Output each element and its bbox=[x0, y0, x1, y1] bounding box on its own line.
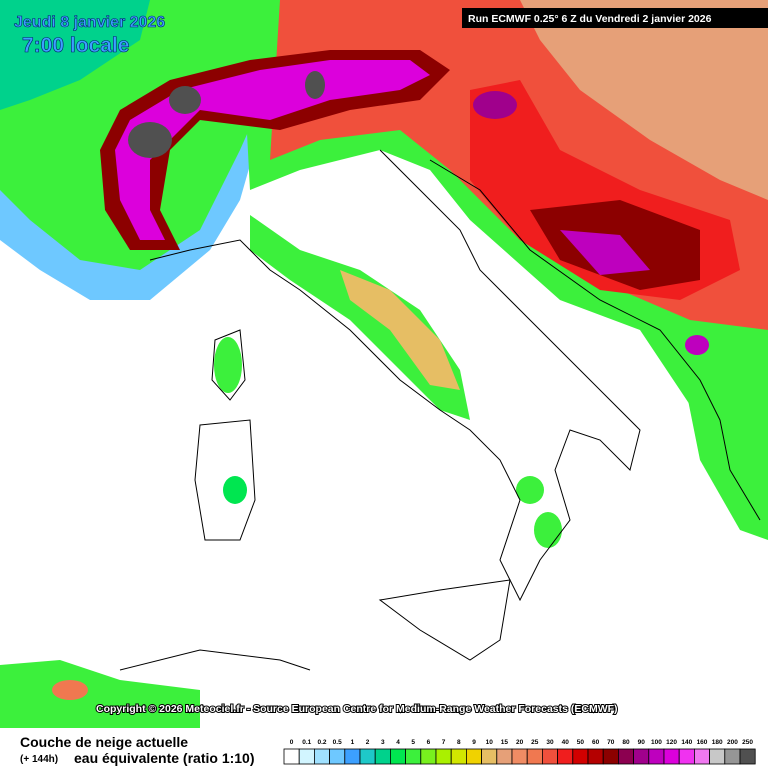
snow-area bbox=[169, 86, 201, 114]
snow-area bbox=[473, 91, 517, 119]
legend-level-label: 180 bbox=[712, 739, 723, 746]
legend-swatch bbox=[405, 748, 422, 765]
legend-swatch bbox=[587, 748, 604, 765]
snow-area bbox=[250, 215, 470, 420]
legend-level-label: 5 bbox=[411, 739, 415, 746]
legend-level-label: 0 bbox=[290, 739, 294, 746]
legend-level-label: 140 bbox=[681, 739, 692, 746]
legend-swatch bbox=[602, 748, 619, 765]
legend-swatch bbox=[481, 748, 498, 765]
legend-swatch bbox=[648, 748, 665, 765]
legend-level-label: 8 bbox=[457, 739, 461, 746]
legend-level-label: 40 bbox=[562, 739, 570, 746]
legend-level-label: 50 bbox=[577, 739, 585, 746]
legend-level-label: 3 bbox=[381, 739, 385, 746]
legend-level-label: 25 bbox=[531, 739, 539, 746]
legend-swatch bbox=[450, 748, 467, 765]
legend-level-label: 200 bbox=[727, 739, 738, 746]
legend-level-label: 100 bbox=[651, 739, 662, 746]
legend-level-label: 10 bbox=[486, 739, 494, 746]
legend-level-label: 0.2 bbox=[317, 739, 326, 746]
legend-swatch bbox=[511, 748, 528, 765]
coastlines bbox=[119, 149, 761, 671]
legend-swatch bbox=[313, 748, 330, 765]
legend-swatch bbox=[739, 748, 756, 765]
legend-swatch bbox=[344, 748, 361, 765]
forecast-time: 7:00 locale bbox=[22, 34, 129, 57]
legend-swatch bbox=[663, 748, 680, 765]
coastline bbox=[119, 649, 311, 671]
snow-area bbox=[340, 270, 460, 390]
legend-level-label: 30 bbox=[546, 739, 554, 746]
snow-area bbox=[0, 0, 150, 110]
run-info: Run ECMWF 0.25° 6 Z du Vendredi 2 janvie… bbox=[468, 13, 712, 25]
legend-level-label: 70 bbox=[607, 739, 615, 746]
legend-scale: 0 0.1 0.2 0.5 1 2 3 4 5 6 7 8 9 10 15 20 25 30 40 50 60 70 80 9… bbox=[283, 739, 756, 765]
snow-area bbox=[223, 476, 247, 504]
coastline bbox=[429, 159, 761, 521]
legend-swatch bbox=[329, 748, 346, 765]
legend-swatch bbox=[435, 748, 452, 765]
legend-swatch bbox=[557, 748, 574, 765]
legend-level-label: 1 bbox=[351, 739, 355, 746]
legend-swatch bbox=[359, 748, 376, 765]
legend-level-label: 80 bbox=[622, 739, 630, 746]
legend-swatch bbox=[572, 748, 589, 765]
legend-swatch bbox=[420, 748, 437, 765]
legend-level-label: 90 bbox=[638, 739, 646, 746]
legend-swatch bbox=[465, 748, 482, 765]
snow-area bbox=[520, 0, 768, 200]
legend-level-label: 15 bbox=[501, 739, 509, 746]
legend-level-label: 7 bbox=[442, 739, 446, 746]
snow-area bbox=[560, 230, 650, 275]
legend-subtitle: eau équivalente (ratio 1:10) bbox=[74, 750, 255, 766]
legend-swatch bbox=[298, 748, 315, 765]
legend-swatch bbox=[389, 748, 406, 765]
legend-swatch bbox=[678, 748, 695, 765]
legend-swatch bbox=[283, 748, 300, 765]
coastline bbox=[194, 419, 256, 541]
legend-swatch bbox=[496, 748, 513, 765]
legend-swatch bbox=[633, 748, 650, 765]
legend-swatch bbox=[618, 748, 635, 765]
snow-area bbox=[685, 335, 709, 355]
legend-level-label: 2 bbox=[366, 739, 370, 746]
snow-area bbox=[680, 350, 768, 540]
coastline bbox=[378, 579, 511, 661]
legend-level-label: 0.1 bbox=[302, 739, 311, 746]
coastline bbox=[211, 329, 246, 401]
snow-area bbox=[52, 680, 88, 700]
run-box bbox=[462, 8, 768, 28]
legend-level-label: 6 bbox=[427, 739, 431, 746]
legend-level-label: 4 bbox=[396, 739, 400, 746]
legend-level-label: 120 bbox=[666, 739, 677, 746]
legend-level-label: 20 bbox=[516, 739, 524, 746]
snow-area bbox=[128, 122, 172, 158]
snow-field bbox=[0, 0, 768, 728]
forecast-date: Jeudi 8 janvier 2026 bbox=[14, 14, 165, 31]
legend-level-label: 0.5 bbox=[333, 739, 342, 746]
snow-area bbox=[214, 337, 242, 393]
snow-area bbox=[534, 512, 562, 548]
snow-area bbox=[516, 476, 544, 504]
copyright: Copyright © 2026 Meteociel.fr - Source E… bbox=[96, 703, 618, 715]
legend-swatch bbox=[709, 748, 726, 765]
legend-lead: (+ 144h) bbox=[20, 754, 58, 765]
snow-area bbox=[0, 660, 200, 728]
legend-title: Couche de neige actuelle bbox=[20, 734, 188, 750]
legend-swatch bbox=[374, 748, 391, 765]
coastline bbox=[149, 149, 641, 602]
legend-level-label: 9 bbox=[472, 739, 476, 746]
legend-swatch bbox=[526, 748, 543, 765]
legend-swatch bbox=[542, 748, 559, 765]
legend-level-label: 250 bbox=[742, 739, 753, 746]
legend-level-label: 160 bbox=[697, 739, 708, 746]
legend-swatch bbox=[724, 748, 741, 765]
legend-swatch bbox=[694, 748, 711, 765]
legend-level-label: 60 bbox=[592, 739, 600, 746]
snow-area bbox=[305, 71, 325, 99]
